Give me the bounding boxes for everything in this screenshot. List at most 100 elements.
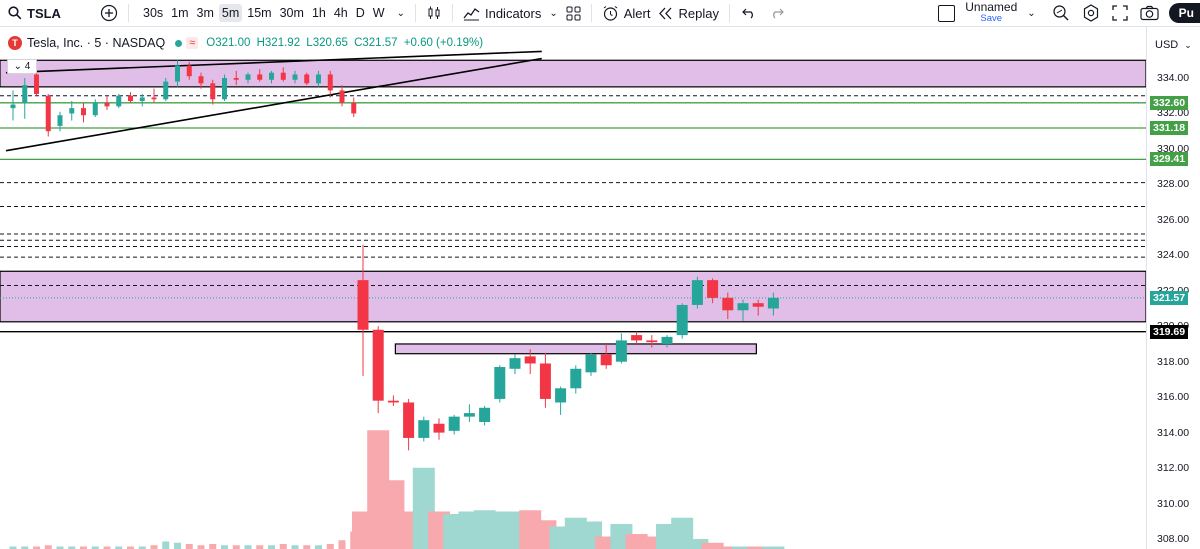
volume-bar — [127, 546, 134, 549]
currency-selector[interactable]: USD ⌄ — [1155, 39, 1192, 51]
indicators-label: Indicators — [484, 5, 542, 21]
volume-bar — [209, 544, 217, 549]
candle-body — [479, 407, 491, 422]
plus-circle-icon — [100, 4, 118, 22]
candle-body — [186, 65, 192, 77]
layout-dropdown[interactable]: ⌄ — [1027, 7, 1036, 19]
candle-body — [631, 335, 643, 341]
symbol-search[interactable]: TSLA — [0, 0, 92, 26]
replay-button[interactable]: Replay — [654, 0, 722, 26]
candle-body — [752, 303, 764, 307]
candle-body — [280, 72, 286, 80]
chart-canvas[interactable] — [0, 27, 1146, 549]
layouts-button[interactable] — [562, 0, 585, 26]
candle-body — [10, 104, 16, 109]
divider — [414, 4, 416, 22]
timeframe-D[interactable]: D — [355, 6, 365, 20]
volume-bar — [103, 546, 111, 549]
layout-name: Unnamed — [965, 0, 1018, 14]
candle-body — [139, 97, 145, 102]
candle-body — [210, 83, 216, 100]
indicators-icon — [463, 7, 480, 20]
volume-bar — [686, 539, 709, 549]
timeframe-15m[interactable]: 15m — [247, 6, 272, 20]
price-tick: 310.00 — [1157, 497, 1190, 510]
candle-body — [339, 90, 345, 103]
ohlc-values: O321.00 H321.92 L320.65 C321.57 +0.60 (+… — [206, 37, 486, 49]
candle-body — [509, 358, 521, 369]
price-tick: 324.00 — [1157, 249, 1190, 262]
chart-pane[interactable] — [0, 27, 1146, 549]
volume-bar — [747, 546, 770, 549]
chart-type-button[interactable] — [422, 0, 446, 26]
candle-body — [403, 402, 415, 438]
tesla-logo-icon: T — [8, 36, 22, 50]
change-value: +0.60 (+0.19%) — [403, 37, 484, 49]
divider — [128, 4, 129, 22]
indicator-count: 4 — [24, 61, 31, 72]
candle-body — [81, 108, 86, 116]
legend-title[interactable]: Tesla, Inc. · 5 · NASDAQ — [27, 36, 166, 50]
candle-body — [585, 354, 597, 373]
timeframe-30m[interactable]: 30m — [279, 6, 304, 20]
alert-button[interactable]: Alert — [598, 0, 655, 26]
top-toolbar: TSLA 30s 1m 3m 5m 15m 30m 1h 4h D W ⌄ Indicators … — [0, 0, 1200, 27]
layout-name-button[interactable]: Unnamed Save — [959, 0, 1023, 26]
undo-button[interactable] — [738, 0, 760, 26]
price-label: 321.57 — [1150, 291, 1189, 306]
snapshot-button[interactable] — [1136, 0, 1163, 26]
layout-checkbox[interactable] — [934, 0, 959, 26]
rewind-icon — [659, 7, 672, 19]
indicators-collapse-button[interactable]: ⌄ 4 — [7, 59, 37, 74]
volume-bar — [150, 545, 158, 549]
price-label: 329.41 — [1150, 152, 1189, 167]
indicators-button[interactable]: Indicators — [459, 0, 545, 26]
timeframe-4h[interactable]: 4h — [333, 6, 348, 20]
candle-body — [222, 78, 227, 100]
candle-body — [245, 74, 251, 80]
candle-body — [304, 74, 310, 84]
timeframe-3m[interactable]: 3m — [196, 6, 214, 20]
volume-bar — [80, 546, 87, 549]
volume-bar — [174, 542, 181, 549]
candle-body — [175, 65, 180, 82]
candle-body — [269, 72, 274, 80]
price-tick: 334.00 — [1157, 72, 1190, 84]
candle-body — [233, 78, 239, 80]
price-axis[interactable]: USD ⌄ 334.00 332.00 330.00 328.00 326.00 324.… — [1146, 27, 1200, 549]
replay-label: Replay — [678, 5, 719, 21]
volume-bar — [256, 545, 264, 549]
candle-body — [570, 368, 582, 389]
redo-button[interactable] — [766, 0, 788, 26]
candle-body — [707, 280, 719, 298]
timeframe-1h[interactable]: 1h — [311, 6, 326, 20]
volume-bar — [762, 546, 785, 549]
quick-search-button[interactable] — [1048, 0, 1074, 26]
indicators-dropdown[interactable]: ⌄ — [549, 7, 558, 19]
candle-body — [676, 304, 688, 336]
currency-label: USD — [1155, 39, 1179, 51]
publish-label: Pu — [1168, 3, 1200, 23]
candle-body — [316, 74, 321, 84]
candle-body — [494, 367, 506, 399]
volume-bar — [221, 545, 228, 549]
timeframe-W[interactable]: W — [372, 6, 385, 20]
timeframe-1m[interactable]: 1m — [171, 6, 189, 20]
fullscreen-button[interactable] — [1108, 0, 1132, 26]
settings-button[interactable] — [1078, 0, 1104, 26]
volume-bar — [303, 545, 311, 549]
volume-bar — [56, 546, 64, 549]
volume-bar — [185, 544, 193, 549]
compare-symbol-button[interactable] — [96, 0, 122, 26]
candle-body — [357, 280, 369, 330]
candle-body — [418, 420, 430, 438]
grid-icon — [566, 6, 581, 20]
timeframe-dropdown[interactable]: ⌄ — [396, 7, 405, 19]
redo-icon — [773, 8, 784, 19]
timeframe-30s[interactable]: 30s — [143, 6, 164, 20]
candle-body — [163, 81, 169, 100]
candle-body — [57, 115, 63, 126]
timeframe-5m[interactable]: 5m — [218, 4, 243, 22]
candle-body — [351, 102, 357, 114]
publish-button[interactable]: Pu — [1168, 0, 1200, 26]
